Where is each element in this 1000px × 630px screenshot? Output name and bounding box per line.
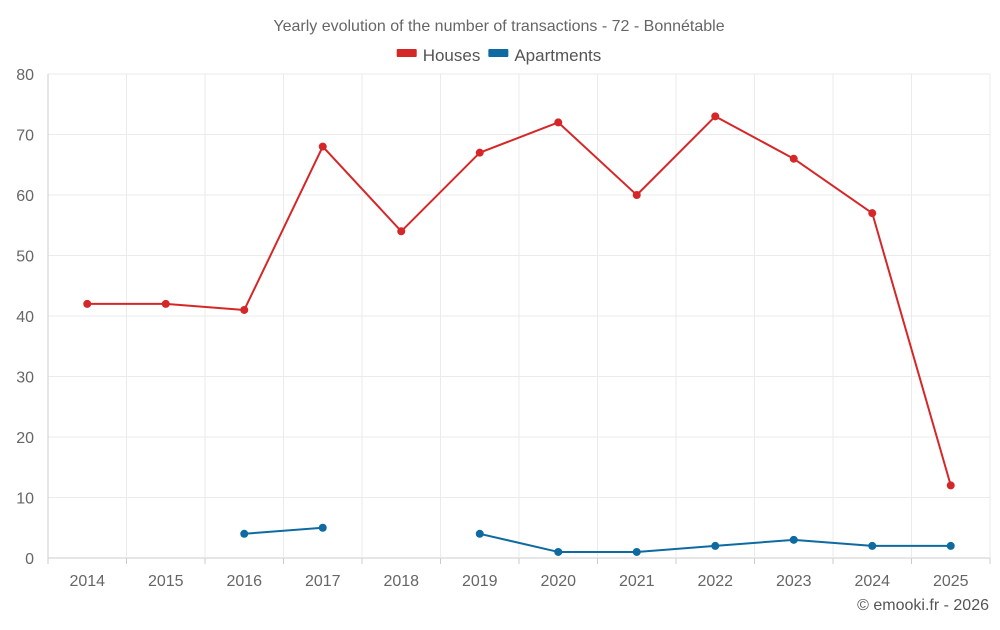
x-tick-label: 2022 (697, 573, 733, 590)
data-point-apartments (711, 541, 720, 550)
y-tick-label: 20 (16, 430, 34, 447)
x-tick-label: 2025 (933, 573, 969, 590)
data-point-apartments (240, 529, 249, 538)
data-point-apartments (946, 541, 955, 550)
data-point-houses (868, 209, 877, 218)
y-tick-label: 30 (16, 370, 34, 387)
x-tick-label: 2018 (383, 573, 419, 590)
series-group (83, 112, 955, 556)
legend-swatch (396, 49, 417, 57)
credit-text: © emooki.fr - 2026 (857, 597, 989, 614)
x-axis: 2014 2015 2016 2017 2018 2019 2020 2021 2022 2023… (69, 573, 968, 590)
data-point-houses (161, 299, 170, 308)
legend-item-houses: Houses (396, 46, 481, 65)
x-tick-label: 2015 (148, 573, 184, 590)
grid (47, 73, 991, 564)
data-point-houses (318, 142, 327, 151)
y-tick-label: 10 (16, 491, 34, 508)
x-tick-label: 2017 (305, 573, 341, 590)
data-point-apartments (554, 547, 563, 556)
data-point-apartments (318, 523, 327, 532)
legend: Houses Apartments (396, 46, 601, 65)
y-tick-label: 50 (16, 249, 34, 266)
x-tick-label: 2014 (69, 573, 105, 590)
data-point-apartments (868, 541, 877, 550)
legend-label: Houses (423, 46, 481, 65)
data-point-houses (946, 481, 955, 490)
series-line-houses (87, 115, 952, 486)
y-tick-label: 80 (16, 67, 34, 84)
x-tick-label: 2023 (776, 573, 812, 590)
x-tick-label: 2024 (854, 573, 890, 590)
data-point-houses (554, 118, 563, 127)
series-line-apartments (244, 526, 323, 535)
y-tick-label: 0 (25, 551, 34, 568)
y-tick-label: 40 (16, 309, 34, 326)
y-tick-label: 60 (16, 188, 34, 205)
y-tick-label: 70 (16, 128, 34, 145)
x-tick-label: 2016 (226, 573, 262, 590)
legend-label: Apartments (514, 46, 601, 65)
data-point-apartments (789, 535, 798, 544)
data-point-houses (475, 148, 484, 157)
data-point-apartments (475, 529, 484, 538)
data-point-houses (711, 112, 720, 121)
data-point-houses (397, 227, 406, 236)
data-point-houses (632, 191, 641, 199)
data-point-houses (83, 299, 92, 308)
y-axis: 0 10 20 30 40 50 60 70 80 (16, 67, 34, 568)
data-point-houses (240, 305, 249, 314)
data-point-apartments (632, 547, 641, 556)
chart-title: Yearly evolution of the number of transa… (273, 18, 724, 35)
legend-item-apartments: Apartments (488, 46, 601, 65)
x-tick-label: 2019 (462, 573, 498, 590)
data-point-houses (789, 154, 798, 163)
x-tick-label: 2021 (619, 573, 655, 590)
x-tick-label: 2020 (540, 573, 576, 590)
legend-swatch (488, 49, 509, 57)
